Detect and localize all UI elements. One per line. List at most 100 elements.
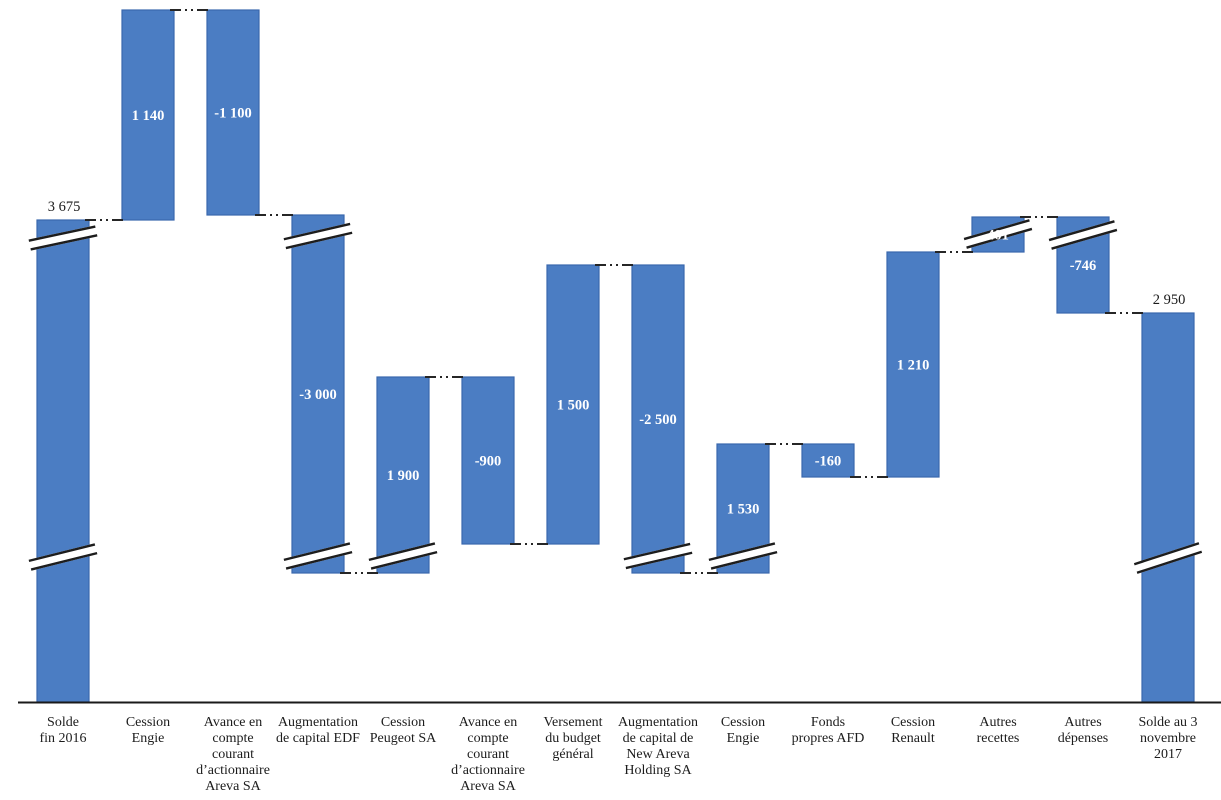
axis-break-band	[1048, 220, 1118, 250]
axis-break	[708, 542, 778, 570]
category-label-line: Autres	[1064, 715, 1101, 730]
bar-value-label: -1 100	[214, 106, 251, 122]
axis-break	[963, 219, 1033, 249]
axis-break-edge	[28, 225, 96, 242]
bar-value-label: -900	[475, 454, 502, 470]
category-label: Avance en compte courant d’actionnaire Areva…	[451, 715, 525, 794]
category-label-line: dépenses	[1058, 731, 1109, 746]
waterfall-bar	[121, 9, 175, 221]
category-label-line: Solde	[47, 715, 79, 730]
category-label-line: de capital de	[623, 731, 694, 746]
axis-break-edge	[283, 222, 351, 241]
category-label-line: Cession	[381, 715, 425, 730]
category-label-line: compte	[467, 731, 508, 746]
axis-break-band	[283, 542, 353, 570]
waterfall-bar	[36, 219, 90, 703]
axis-break	[623, 542, 693, 570]
bar-value-label: 1 530	[727, 502, 760, 518]
bar-value-label: -160	[815, 454, 842, 470]
waterfall-bar	[546, 264, 600, 545]
axis-break-edge	[285, 231, 353, 250]
category-label-line: courant	[212, 747, 254, 762]
bar-value-label: 1 210	[897, 358, 930, 374]
category-label-line: propres AFD	[792, 731, 865, 746]
category-label-line: d’actionnaire	[451, 763, 525, 778]
category-label: Fonds propres AFD	[792, 715, 865, 746]
category-label: Avance en compte courant d’actionnaire Areva…	[196, 715, 270, 794]
axis-break	[1133, 542, 1203, 574]
bar-value-label: -2 500	[639, 412, 676, 428]
bar-value-label: 3 675	[48, 199, 81, 215]
bar-value-label: -3 000	[299, 387, 336, 403]
waterfall-bar	[801, 443, 855, 478]
category-label-line: Augmentation	[278, 715, 358, 730]
category-label-line: New Areva	[626, 747, 690, 762]
category-label-line: courant	[467, 747, 509, 762]
category-label-line: Avance en	[204, 715, 262, 730]
category-label-line: Areva SA	[205, 779, 261, 794]
axis-break-edge	[285, 550, 353, 570]
axis-break-edge	[966, 227, 1033, 249]
axis-break	[368, 542, 438, 570]
axis-break-edge	[623, 542, 691, 561]
category-label: Versement du budget général	[543, 715, 602, 762]
category-label-line: recettes	[977, 731, 1020, 746]
axis-break-edge	[710, 550, 778, 570]
category-label-line: de capital EDF	[276, 731, 360, 746]
axis-break-edge	[30, 551, 98, 571]
category-label-line: compte	[212, 731, 253, 746]
axis-break-edge	[625, 551, 693, 570]
axis-break-edge	[1136, 550, 1203, 574]
axis-break-edge	[283, 542, 351, 562]
bar-value-label: 401	[987, 228, 1009, 244]
axis-break-edge	[1051, 228, 1118, 250]
axis-break-edge	[30, 234, 98, 251]
axis-break-edge	[1133, 542, 1200, 566]
axis-break	[28, 543, 98, 571]
category-label-line: Cession	[721, 715, 765, 730]
axis-break	[283, 542, 353, 570]
bar-value-label: 2 950	[1153, 292, 1186, 308]
axis-break-edge	[368, 542, 436, 562]
category-label: Autres dépenses	[1058, 715, 1109, 746]
axis-break-band	[708, 542, 778, 570]
category-label-line: Cession	[126, 715, 170, 730]
category-label-line: Versement	[543, 715, 602, 730]
bar-value-label: 1 140	[132, 108, 165, 124]
category-label: Augmentation de capital de New Areva Holdin…	[618, 715, 698, 778]
axis-break-edge	[708, 542, 776, 562]
category-label-line: Autres	[979, 715, 1016, 730]
category-label: Augmentation de capital EDF	[276, 715, 360, 746]
category-label-line: fin 2016	[39, 731, 86, 746]
axis-break-band	[28, 225, 98, 251]
category-label: Autres recettes	[977, 715, 1020, 746]
category-label-line: Solde au 3	[1138, 715, 1197, 730]
category-label-line: Engie	[132, 731, 165, 746]
axis-break-edge	[1048, 220, 1115, 242]
bar-value-label: 1 900	[387, 468, 420, 484]
axis-break	[28, 225, 98, 251]
waterfall-bar	[291, 214, 345, 574]
category-label: Cession Engie	[721, 715, 765, 746]
category-label-line: Peugeot SA	[370, 731, 437, 746]
bar-value-label: 1 500	[557, 398, 590, 414]
axis-break-band	[623, 542, 693, 570]
category-label: Cession Renault	[891, 715, 935, 746]
category-label-line: Fonds	[811, 715, 845, 730]
category-label-line: du budget	[545, 731, 601, 746]
axis-break-band	[963, 219, 1033, 249]
axis-break-edge	[963, 219, 1030, 241]
axis-break	[1048, 220, 1118, 250]
category-label-line: Avance en	[459, 715, 517, 730]
axis-break-band	[28, 543, 98, 571]
category-label: Solde fin 2016	[39, 715, 86, 746]
waterfall-bar	[376, 376, 430, 574]
axis-break-edge	[28, 543, 96, 563]
axis-break-band	[283, 222, 353, 250]
category-label: Cession Engie	[126, 715, 170, 746]
waterfall-bar	[206, 9, 260, 216]
axis-break-edge	[370, 550, 438, 570]
category-label-line: Areva SA	[460, 779, 516, 794]
